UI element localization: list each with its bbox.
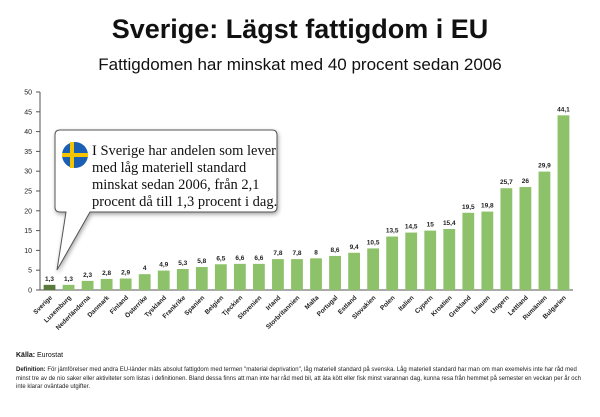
bar <box>367 248 380 290</box>
bar-value-label: 19,8 <box>481 203 494 210</box>
callout-bubble <box>54 129 278 271</box>
bar <box>291 259 303 290</box>
bar <box>81 280 94 290</box>
y-tick-label: 10 <box>24 248 32 255</box>
bar <box>310 258 322 290</box>
bar-value-label: 2,9 <box>121 270 130 277</box>
bar <box>100 278 113 290</box>
bar <box>405 232 418 290</box>
bar <box>195 267 208 290</box>
source-value: Eurostat <box>37 352 64 359</box>
category-label: Polen <box>379 294 396 311</box>
bar-value-label: 5,3 <box>178 260 187 267</box>
bar <box>500 188 513 290</box>
chart-value-labels: 1,3 1,3 2,3 2,8 2,9 4 4,9 5,3 5,8 6,5 6,6 6,6 7,8 7,8… <box>45 106 570 282</box>
bar <box>538 171 551 290</box>
bar <box>43 284 56 290</box>
category-label: Storbritannien <box>265 294 301 330</box>
callout-shape <box>54 129 278 271</box>
bar <box>348 252 360 290</box>
bar-value-label: 15 <box>427 222 435 229</box>
chart-title: Sverige: Lägst fattigdom i EU <box>111 14 489 44</box>
y-tick-label: 45 <box>24 109 32 116</box>
bar-value-label: 14,5 <box>405 224 418 231</box>
chart-bars <box>43 115 570 290</box>
bar-value-label: 10,5 <box>367 239 380 246</box>
bar-value-label: 4 <box>143 265 147 272</box>
bar <box>176 269 189 290</box>
bar-value-label: 6,6 <box>235 255 244 262</box>
y-tick-label: 0 <box>28 288 32 295</box>
y-tick-label: 15 <box>24 228 32 235</box>
bar-value-label: 15,4 <box>443 220 456 227</box>
bar <box>272 259 284 290</box>
y-tick-label: 30 <box>24 169 32 176</box>
y-tick-label: 5 <box>28 268 32 275</box>
y-tick-label: 40 <box>24 129 32 136</box>
bar-value-label: 6,5 <box>216 255 225 262</box>
chart-category-labels: SverigeLuxemburgNederländernaDanmarkFinl… <box>32 293 568 332</box>
bar-value-label: 6,6 <box>254 255 263 262</box>
definition-label: Definition: <box>16 367 46 373</box>
y-tick-label: 35 <box>24 149 32 156</box>
chart-subtitle: Fattigdomen har minskat med 40 procent s… <box>98 55 502 74</box>
bar-value-label: 25,7 <box>500 179 513 186</box>
callout-text: I Sverige har andelen som lever med låg … <box>92 143 278 210</box>
category-label: Malta <box>304 294 321 311</box>
bar <box>424 230 437 290</box>
bar-value-label: 2,3 <box>83 272 92 279</box>
category-label: Portugal <box>316 294 340 318</box>
category-label: Irland <box>265 294 282 311</box>
y-tick-label: 20 <box>24 208 32 215</box>
bar-value-label: 1,3 <box>45 276 54 283</box>
category-label: Litauen <box>470 294 491 315</box>
bar-value-label: 7,8 <box>273 250 282 257</box>
bar <box>386 236 399 290</box>
bar-value-label: 19,5 <box>462 204 475 211</box>
bar-value-label: 13,5 <box>386 228 399 235</box>
bar <box>443 229 456 290</box>
bar-value-label: 5,8 <box>197 258 206 265</box>
bar <box>253 263 265 290</box>
definition-note: Definition: För jämförelser med andra EU… <box>16 366 586 392</box>
y-tick-label: 25 <box>24 189 32 196</box>
bar-value-label: 9,4 <box>350 244 359 251</box>
y-tick-label: 50 <box>24 90 32 97</box>
bar-value-label: 8,6 <box>331 247 340 254</box>
bar-value-label: 29,9 <box>538 163 551 170</box>
bar-value-label: 1,3 <box>64 276 73 283</box>
bar <box>519 187 532 290</box>
bar <box>329 255 341 290</box>
bar <box>62 284 75 290</box>
bar-value-label: 2,8 <box>102 270 111 277</box>
category-label: Spanien <box>183 294 206 317</box>
bar <box>214 264 227 290</box>
bar-value-label: 4,9 <box>159 262 168 269</box>
bar-value-label: 26 <box>522 178 530 185</box>
bar <box>481 211 494 290</box>
bar <box>462 212 475 290</box>
source-label: Källa: <box>16 352 36 359</box>
bar-value-label: 8 <box>314 249 318 256</box>
source-line: Källa: Eurostat <box>16 352 63 359</box>
definition-text: För jämförelser med andra EU-länder mäts… <box>16 367 581 390</box>
bar-value-label: 44,1 <box>557 106 570 113</box>
bar <box>119 278 132 290</box>
bar <box>138 274 151 290</box>
bar <box>557 115 570 290</box>
bar-value-label: 7,8 <box>292 250 301 257</box>
bar <box>233 263 246 290</box>
bar <box>157 270 170 290</box>
sweden-flag-icon <box>62 142 88 168</box>
